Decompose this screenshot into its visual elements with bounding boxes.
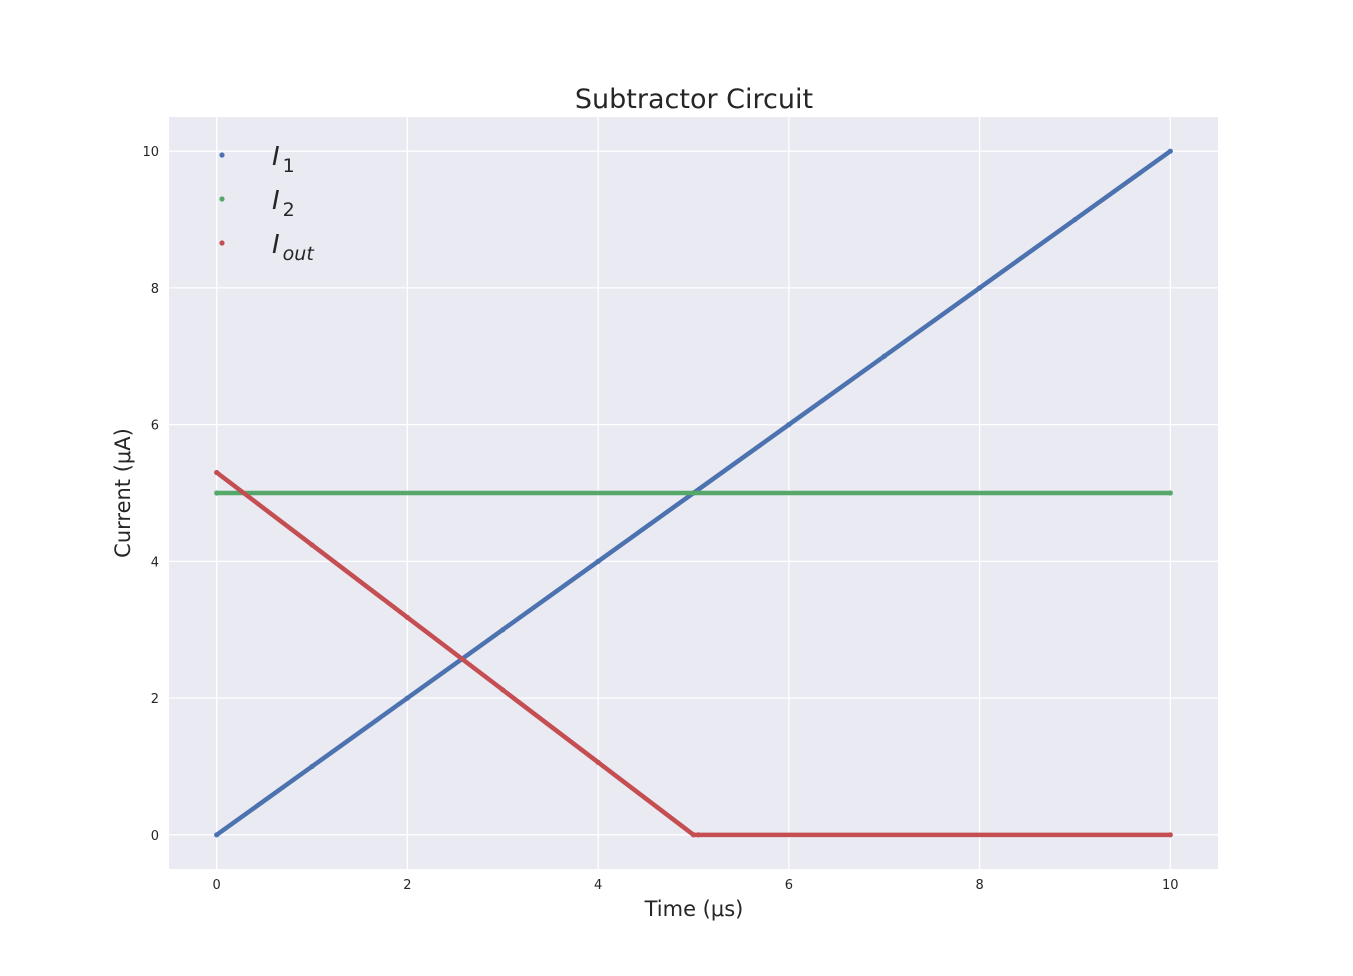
legend: I 1 I 2 I out bbox=[219, 142, 315, 265]
data-point bbox=[595, 558, 601, 564]
y-tick-label: 8 bbox=[151, 282, 159, 297]
data-point bbox=[500, 627, 506, 633]
y-tick-label: 4 bbox=[151, 555, 159, 570]
data-point bbox=[1167, 148, 1173, 154]
data-point bbox=[1072, 216, 1078, 223]
y-tick-labels: 0 2 4 6 8 10 bbox=[142, 145, 159, 844]
data-point bbox=[214, 490, 220, 496]
data-point bbox=[595, 759, 601, 765]
legend-marker-I1 bbox=[219, 152, 225, 158]
data-point bbox=[404, 614, 411, 621]
x-tick-label: 0 bbox=[213, 878, 221, 893]
x-tick-labels: 0 2 4 6 8 10 bbox=[213, 878, 1179, 893]
x-tick-label: 8 bbox=[975, 878, 983, 893]
legend-marker-Iout bbox=[219, 240, 225, 246]
data-point bbox=[976, 285, 983, 291]
x-axis-label: Time (μs) bbox=[644, 897, 744, 921]
series-I2 bbox=[214, 490, 1173, 496]
data-point bbox=[309, 542, 315, 548]
data-point bbox=[1167, 490, 1173, 496]
data-point bbox=[881, 353, 887, 359]
y-tick-label: 0 bbox=[151, 829, 159, 844]
data-point bbox=[695, 832, 701, 838]
y-axis-label: Current (μA) bbox=[111, 428, 135, 558]
series-group bbox=[214, 148, 1173, 838]
series-Iout bbox=[214, 469, 1173, 838]
data-point bbox=[404, 695, 411, 701]
x-tick-label: 6 bbox=[785, 878, 793, 893]
chart-title: Subtractor Circuit bbox=[575, 84, 813, 115]
data-point bbox=[690, 832, 697, 838]
y-tick-label: 10 bbox=[142, 145, 159, 160]
data-point bbox=[786, 422, 792, 428]
data-point bbox=[214, 469, 220, 476]
data-point bbox=[1167, 832, 1173, 838]
legend-marker-I2 bbox=[219, 196, 225, 202]
data-point bbox=[500, 687, 506, 693]
x-tick-label: 10 bbox=[1162, 878, 1179, 893]
x-tick-label: 2 bbox=[403, 878, 411, 893]
data-point bbox=[309, 763, 315, 770]
y-tick-label: 2 bbox=[151, 692, 159, 707]
x-tick-label: 4 bbox=[594, 878, 602, 893]
data-point bbox=[214, 832, 220, 838]
y-tick-label: 6 bbox=[151, 419, 159, 434]
